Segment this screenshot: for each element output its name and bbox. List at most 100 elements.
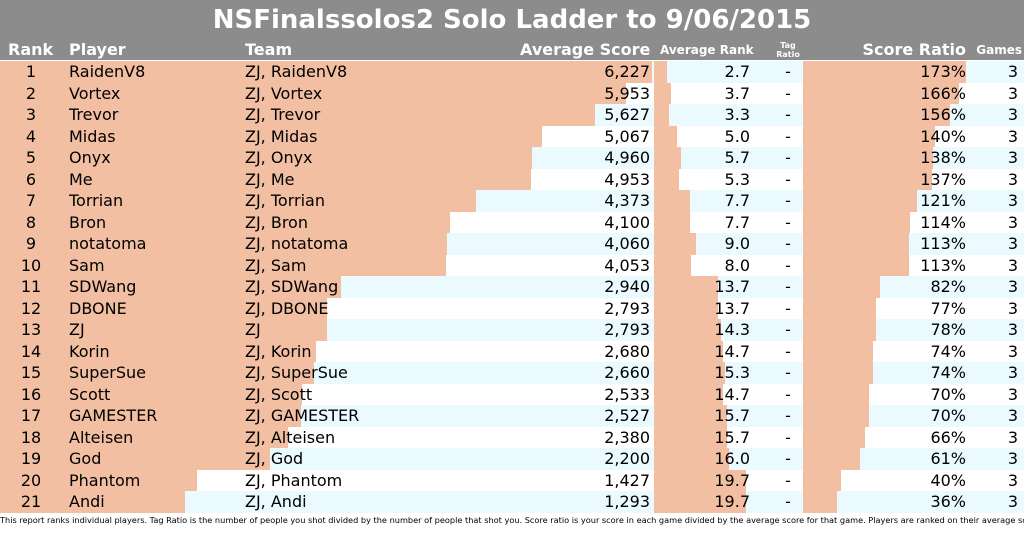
rank-cell-fill	[0, 276, 62, 298]
rank-cell-fill	[0, 383, 62, 405]
average-score-bar	[62, 297, 327, 319]
average-rank-bar	[654, 362, 726, 384]
average-rank-bar	[654, 254, 692, 276]
average-rank-cell: 13.7	[714, 298, 750, 318]
tag-ratio-cell: -	[785, 169, 791, 189]
average-rank-bar	[654, 491, 746, 513]
average-score-cell: 4,053	[604, 255, 650, 275]
average-score-bar	[62, 168, 532, 190]
games-cell: 3	[1007, 277, 1018, 296]
header-rank: Rank	[8, 40, 54, 59]
tag-ratio-cell: -	[785, 234, 791, 253]
average-rank-cell: 9.0	[724, 234, 750, 253]
rank-cell: 20	[20, 470, 42, 490]
tag-ratio-cell: -	[785, 363, 791, 382]
team-cell: ZJ	[245, 320, 261, 339]
rank-cell: 11	[20, 277, 42, 296]
team-cell: ZJ, Onyx	[245, 148, 313, 167]
tag-ratio-cell: -	[785, 492, 791, 511]
table-row: 7 Torrian ZJ, Torrian 4,373 7.7 - 121% 3	[0, 190, 1024, 212]
player-cell: Me	[69, 169, 93, 189]
average-rank-cell: 19.7	[714, 470, 750, 490]
player-cell: ZJ	[69, 320, 85, 339]
team-cell: ZJ, Andi	[245, 492, 307, 511]
score-ratio-cell: 66%	[930, 427, 966, 447]
team-cell: ZJ, Torrian	[245, 191, 325, 210]
average-score-cell: 2,527	[604, 406, 650, 425]
rank-cell: 4	[25, 126, 37, 146]
team-cell: ZJ, Sam	[245, 255, 307, 275]
games-cell: 3	[1007, 212, 1018, 232]
games-cell: 3	[1007, 298, 1018, 318]
games-cell: 3	[1007, 255, 1018, 275]
games-cell: 3	[1007, 126, 1018, 146]
games-cell: 3	[1007, 105, 1018, 124]
average-rank-bar	[654, 340, 723, 362]
average-score-bar	[62, 276, 341, 298]
player-cell: Vortex	[69, 83, 121, 103]
average-score-cell: 4,060	[604, 234, 650, 253]
average-rank-cell: 15.3	[714, 363, 750, 382]
score-ratio-cell: 113%	[920, 234, 966, 253]
rank-cell: 16	[20, 384, 42, 404]
score-ratio-cell: 156%	[920, 105, 966, 124]
average-rank-bar	[654, 448, 729, 470]
table-row: 21 Andi ZJ, Andi 1,293 19.7 - 36% 3	[0, 491, 1024, 513]
tag-ratio-cell: -	[785, 298, 791, 318]
score-ratio-cell: 113%	[920, 255, 966, 275]
rank-cell-fill	[0, 297, 62, 319]
score-ratio-bar	[803, 405, 869, 427]
player-cell: Sam	[69, 255, 105, 275]
games-cell: 3	[1007, 470, 1018, 490]
score-ratio-bar	[803, 125, 935, 147]
score-ratio-cell: 74%	[930, 341, 966, 361]
rank-cell: 17	[20, 406, 42, 425]
rank-cell: 9	[25, 234, 37, 253]
games-cell: 3	[1007, 406, 1018, 425]
table-row: 6 Me ZJ, Me 4,953 5.3 - 137% 3	[0, 168, 1024, 190]
average-rank-cell: 13.7	[714, 277, 750, 296]
rank-cell: 5	[25, 148, 37, 167]
average-score-bar	[62, 469, 198, 491]
games-cell: 3	[1007, 449, 1018, 468]
average-score-bar	[62, 61, 652, 83]
score-ratio-cell: 70%	[930, 406, 966, 425]
ladder-table-body: 1 RaidenV8 ZJ, RaidenV8 6,227 2.7 - 173% 3 2 Vort…	[0, 61, 1024, 513]
average-score-bar	[62, 448, 271, 470]
rank-cell-fill	[0, 104, 62, 126]
rank-cell-fill	[0, 319, 62, 341]
average-rank-bar	[654, 233, 696, 255]
tag-ratio-cell: -	[785, 126, 791, 146]
rank-cell-fill	[0, 190, 62, 212]
games-cell: 3	[1007, 320, 1018, 339]
player-cell: Scott	[69, 384, 111, 404]
team-cell: ZJ, Phantom	[245, 470, 343, 490]
average-score-bar	[62, 125, 543, 147]
table-row: 4 Midas ZJ, Midas 5,067 5.0 - 140% 3	[0, 125, 1024, 147]
rank-cell-fill	[0, 211, 62, 233]
rank-cell: 15	[20, 363, 42, 382]
rank-cell-fill	[0, 233, 62, 255]
team-cell: ZJ, RaidenV8	[245, 62, 348, 81]
average-rank-bar	[654, 297, 718, 319]
team-cell: ZJ, Midas	[245, 126, 318, 146]
table-row: 1 RaidenV8 ZJ, RaidenV8 6,227 2.7 - 173% 3	[0, 61, 1024, 83]
average-score-cell: 2,660	[604, 363, 650, 382]
score-ratio-cell: 138%	[920, 148, 966, 167]
average-rank-cell: 5.0	[724, 126, 750, 146]
score-ratio-bar	[803, 362, 873, 384]
average-score-cell: 2,380	[604, 427, 650, 447]
page-title: NSFinalssolos2 Solo Ladder to 9/06/2015	[212, 5, 812, 35]
score-ratio-bar	[803, 276, 881, 298]
tag-ratio-cell: -	[785, 384, 791, 404]
score-ratio-cell: 137%	[920, 169, 966, 189]
rank-cell-fill	[0, 448, 62, 470]
average-score-bar	[62, 147, 532, 169]
tag-ratio-cell: -	[785, 191, 791, 210]
average-rank-bar	[654, 276, 718, 298]
rank-cell-fill	[0, 125, 62, 147]
tag-ratio-cell: -	[785, 255, 791, 275]
rank-cell-fill	[0, 405, 62, 427]
average-score-cell: 5,627	[604, 105, 650, 124]
